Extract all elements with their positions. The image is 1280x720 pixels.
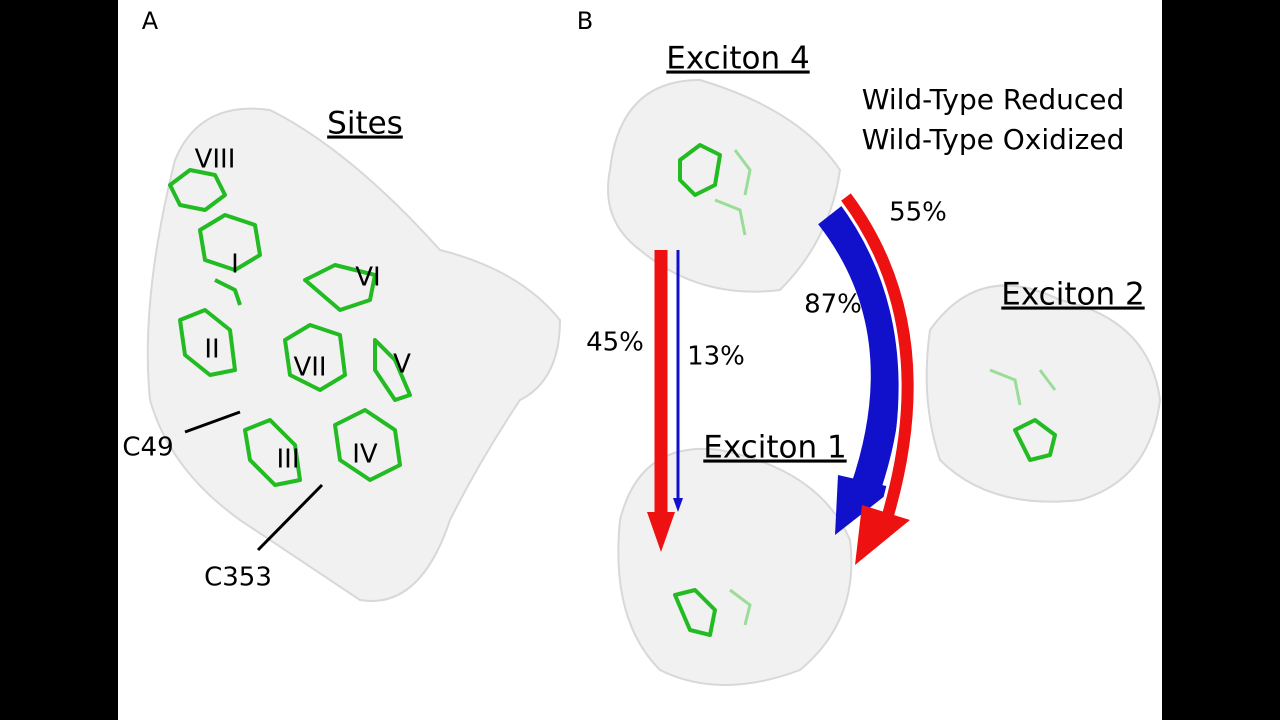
site-label: III [276, 445, 299, 475]
chromophore [168, 168, 262, 306]
legend-entry: Wild-Type Reduced [862, 83, 1125, 116]
transfer-label: 55% [889, 198, 947, 228]
site-label: II [204, 335, 219, 365]
site-label: VI [355, 263, 380, 293]
sites-title: Sites [327, 106, 403, 142]
legend-entry: Wild-Type Oxidized [862, 123, 1125, 156]
protein-shape [146, 107, 562, 602]
chromophore [1013, 418, 1057, 462]
chromophore [283, 323, 412, 402]
site-label: I [231, 250, 239, 280]
arrow-blue-curved [818, 205, 901, 495]
transfer-label: 13% [687, 342, 745, 372]
site-label: V [393, 350, 411, 380]
chromophore [673, 588, 717, 637]
protein-shape [607, 78, 842, 293]
exciton-label: Exciton 2 [1001, 277, 1144, 313]
chromophore [243, 408, 402, 487]
exciton-label: Exciton 1 [703, 430, 846, 466]
arrow-red-curved [841, 193, 914, 527]
arrow-head [835, 475, 895, 535]
site-label: VIII [195, 145, 236, 175]
chromophore [989, 368, 1057, 406]
transfer-label: 87% [804, 290, 862, 320]
chromophore [714, 149, 752, 236]
protein-shape [925, 284, 1162, 503]
chromophore [729, 588, 752, 626]
pointer [184, 410, 241, 434]
pointer [256, 483, 324, 552]
exciton-label: Exciton 4 [666, 41, 809, 77]
site-label: VII [293, 353, 326, 383]
residue-label: C353 [204, 563, 272, 593]
chromophore [678, 143, 722, 197]
arrow-head [647, 512, 675, 552]
protein-a [146, 107, 562, 602]
transfer-label: 45% [586, 328, 644, 358]
site-label: IV [352, 440, 378, 470]
panel-label: A [142, 7, 159, 35]
arrows [647, 191, 917, 565]
arrow-head [673, 498, 683, 512]
arrow-head [855, 505, 910, 565]
panel-label: B [577, 7, 593, 35]
residue-label: C49 [122, 433, 173, 463]
chromophore [178, 263, 377, 377]
